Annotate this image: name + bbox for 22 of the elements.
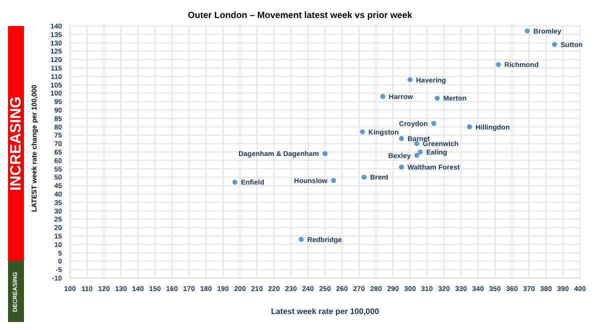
point: [331, 178, 336, 184]
point: [414, 152, 420, 158]
point: [552, 42, 557, 47]
point: [467, 124, 472, 130]
point: [418, 150, 423, 154]
point: [434, 96, 440, 101]
point: [399, 164, 404, 170]
point: [362, 174, 367, 180]
point: [431, 120, 436, 126]
point: [322, 151, 328, 156]
point: [399, 136, 404, 142]
x-axis-title: Latest week rate per 100,000: [270, 307, 380, 316]
point: [414, 141, 420, 146]
increasing-block: INCREASING: [8, 26, 24, 262]
point: [232, 180, 238, 185]
point: [380, 94, 386, 100]
point: [496, 62, 501, 68]
point: [524, 28, 530, 34]
point: [360, 129, 365, 134]
chart-title: Outer London – Movement latest week vs prior week: [186, 9, 414, 22]
point: [408, 77, 412, 82]
point: [298, 236, 304, 242]
